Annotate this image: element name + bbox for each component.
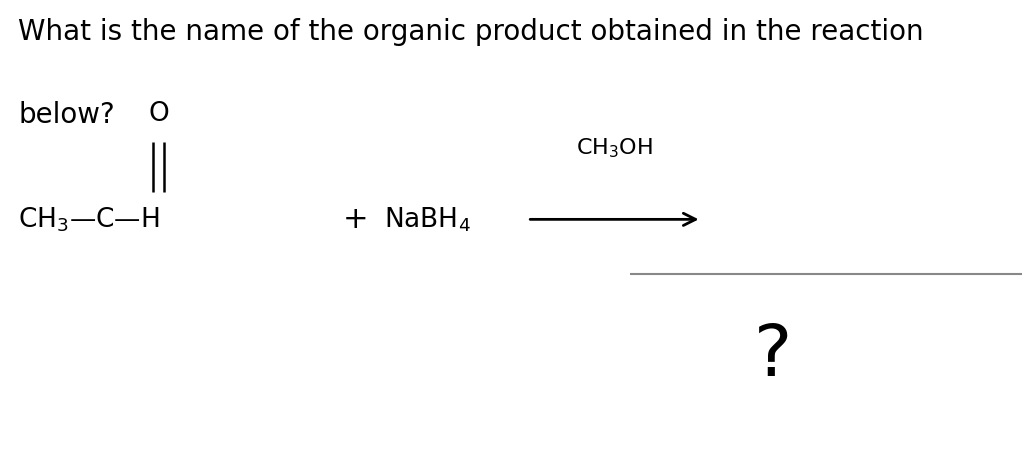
Text: CH$_3$OH: CH$_3$OH xyxy=(575,136,653,160)
Text: +: + xyxy=(343,205,369,234)
Text: below?: below? xyxy=(18,101,115,128)
Text: NaBH$_4$: NaBH$_4$ xyxy=(384,205,471,234)
Text: O: O xyxy=(148,101,169,127)
Text: CH$_3$—C—H: CH$_3$—C—H xyxy=(18,205,160,234)
Text: What is the name of the organic product obtained in the reaction: What is the name of the organic product … xyxy=(18,18,924,46)
Text: ?: ? xyxy=(754,322,793,391)
